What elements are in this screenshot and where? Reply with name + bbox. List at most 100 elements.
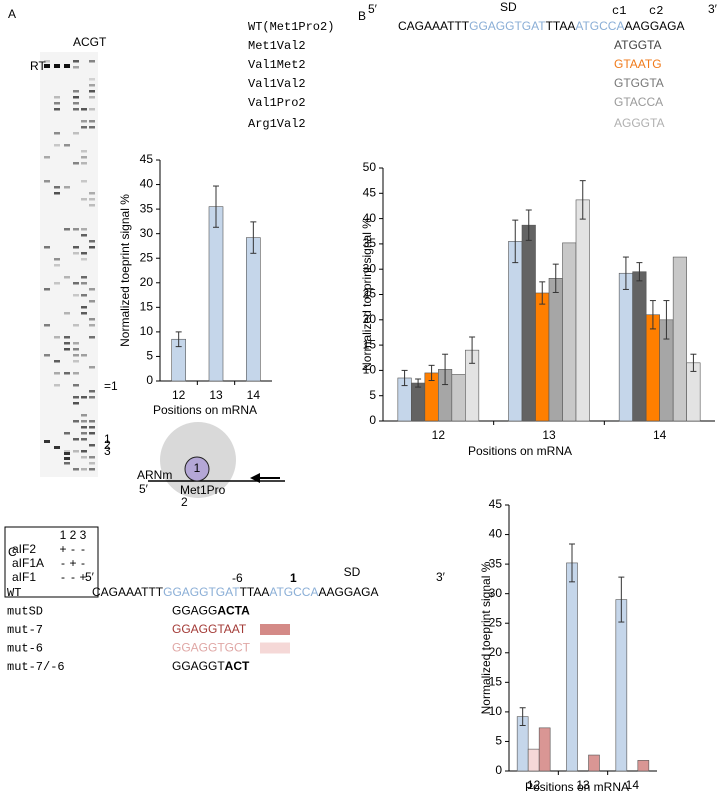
gel-band bbox=[73, 96, 79, 99]
gel-band bbox=[73, 384, 79, 387]
gel-band bbox=[54, 384, 60, 387]
x-tick-label: 12 bbox=[527, 778, 541, 792]
gel-band bbox=[81, 180, 87, 183]
error-bar bbox=[663, 300, 670, 340]
row-label: mut-7/-6 bbox=[7, 660, 65, 674]
gel-band bbox=[89, 456, 95, 459]
gel-band bbox=[89, 288, 95, 291]
gel-band bbox=[89, 444, 95, 447]
y-tick-label: 45 bbox=[363, 185, 377, 199]
lane-table-box bbox=[4, 526, 99, 598]
gel-band bbox=[81, 456, 87, 459]
x-tick-label: 12 bbox=[172, 388, 186, 402]
y-tick-label: 35 bbox=[140, 201, 154, 215]
gel-band bbox=[89, 324, 95, 327]
sequence-segment: TTAA bbox=[240, 585, 270, 599]
y-tick-label: 30 bbox=[489, 586, 503, 600]
y-tick-label: 0 bbox=[146, 373, 153, 387]
error-bar bbox=[469, 336, 476, 364]
y-tick-label: 35 bbox=[489, 556, 503, 570]
gel-band bbox=[89, 96, 95, 99]
bar bbox=[645, 314, 660, 422]
y-tick-label: 25 bbox=[140, 250, 154, 264]
table-cell: + bbox=[79, 570, 86, 584]
bar bbox=[246, 237, 261, 382]
codon-label: c2 bbox=[649, 4, 663, 18]
sequence-segment: AAT bbox=[224, 622, 247, 636]
gel-band bbox=[73, 360, 79, 363]
gel-band bbox=[73, 348, 79, 351]
error-bar bbox=[512, 219, 519, 264]
gel-band bbox=[64, 228, 70, 231]
codon-label: c1 bbox=[612, 4, 626, 18]
gel-band bbox=[73, 246, 79, 249]
panel-letter: C bbox=[8, 545, 17, 559]
gel-band bbox=[89, 192, 95, 195]
error-bar bbox=[428, 364, 435, 382]
gel-band bbox=[89, 468, 95, 471]
gel-band bbox=[81, 426, 87, 429]
gel-band bbox=[89, 390, 95, 393]
x-tick-label: 12 bbox=[432, 428, 446, 442]
y-tick-label: 40 bbox=[140, 177, 154, 191]
error-bar bbox=[690, 353, 697, 372]
bar bbox=[521, 224, 536, 422]
table-cell: + bbox=[59, 542, 66, 556]
lane-letters: ACGT bbox=[73, 35, 107, 49]
gel-band bbox=[64, 452, 70, 455]
y-tick-label: 45 bbox=[140, 152, 154, 166]
gel-mark: 2 bbox=[104, 438, 111, 452]
sequence: GTACCA bbox=[614, 95, 663, 109]
gel-band bbox=[44, 156, 50, 159]
gel-band bbox=[73, 450, 79, 453]
gel-band bbox=[89, 78, 95, 81]
gel-band bbox=[73, 90, 79, 93]
gel-band bbox=[89, 420, 95, 423]
x-tick-label: 14 bbox=[626, 778, 640, 792]
gel-band bbox=[44, 324, 50, 327]
sequence: GGAGGACTA bbox=[172, 604, 250, 618]
sequence: GTAATG bbox=[614, 57, 662, 71]
gel-band bbox=[44, 60, 50, 63]
table-col: 1 bbox=[60, 528, 67, 542]
bar bbox=[208, 206, 224, 382]
y-tick-label: 5 bbox=[369, 388, 376, 402]
gel-band bbox=[73, 108, 79, 111]
panel-letter: A bbox=[8, 7, 16, 21]
sequence: ATGGTA bbox=[614, 38, 662, 52]
gel-band bbox=[73, 294, 79, 297]
gel-band bbox=[89, 462, 95, 465]
table-cell: aIF1A bbox=[12, 556, 44, 570]
gel-band bbox=[89, 366, 95, 369]
table-cell: aIF1 bbox=[12, 570, 36, 584]
bar bbox=[615, 599, 628, 772]
bar bbox=[672, 256, 687, 422]
gel-band bbox=[81, 156, 87, 159]
error-bar bbox=[442, 353, 449, 386]
sequence: GGAGGTACT bbox=[172, 659, 250, 673]
sequence-segment: GGAGGTGAT bbox=[469, 19, 546, 33]
gel-band bbox=[73, 228, 79, 231]
gel-band bbox=[73, 102, 79, 105]
bar bbox=[548, 278, 563, 422]
row-label: mut-7 bbox=[7, 623, 43, 637]
y-tick-label: 35 bbox=[363, 236, 377, 250]
gel-band bbox=[89, 240, 95, 243]
sequence-segment: GGAGG bbox=[172, 604, 217, 618]
x-tick-label: 13 bbox=[209, 388, 223, 402]
gel-band bbox=[73, 342, 79, 345]
gel-band bbox=[64, 336, 70, 339]
table-cell: - bbox=[81, 556, 85, 570]
gel-band bbox=[81, 228, 87, 231]
row-label: Val1Met2 bbox=[248, 58, 306, 72]
gel-band bbox=[73, 396, 79, 399]
gel-band bbox=[81, 354, 87, 357]
y-tick-label: 5 bbox=[495, 734, 502, 748]
row-label: mutSD bbox=[7, 605, 43, 619]
sequence-segment: GGAGGTGCT bbox=[172, 641, 251, 655]
table-cell: - bbox=[61, 570, 65, 584]
gel-band bbox=[81, 120, 87, 123]
bar bbox=[538, 727, 551, 772]
sequence-segment: CAGAAATTT bbox=[398, 19, 470, 33]
